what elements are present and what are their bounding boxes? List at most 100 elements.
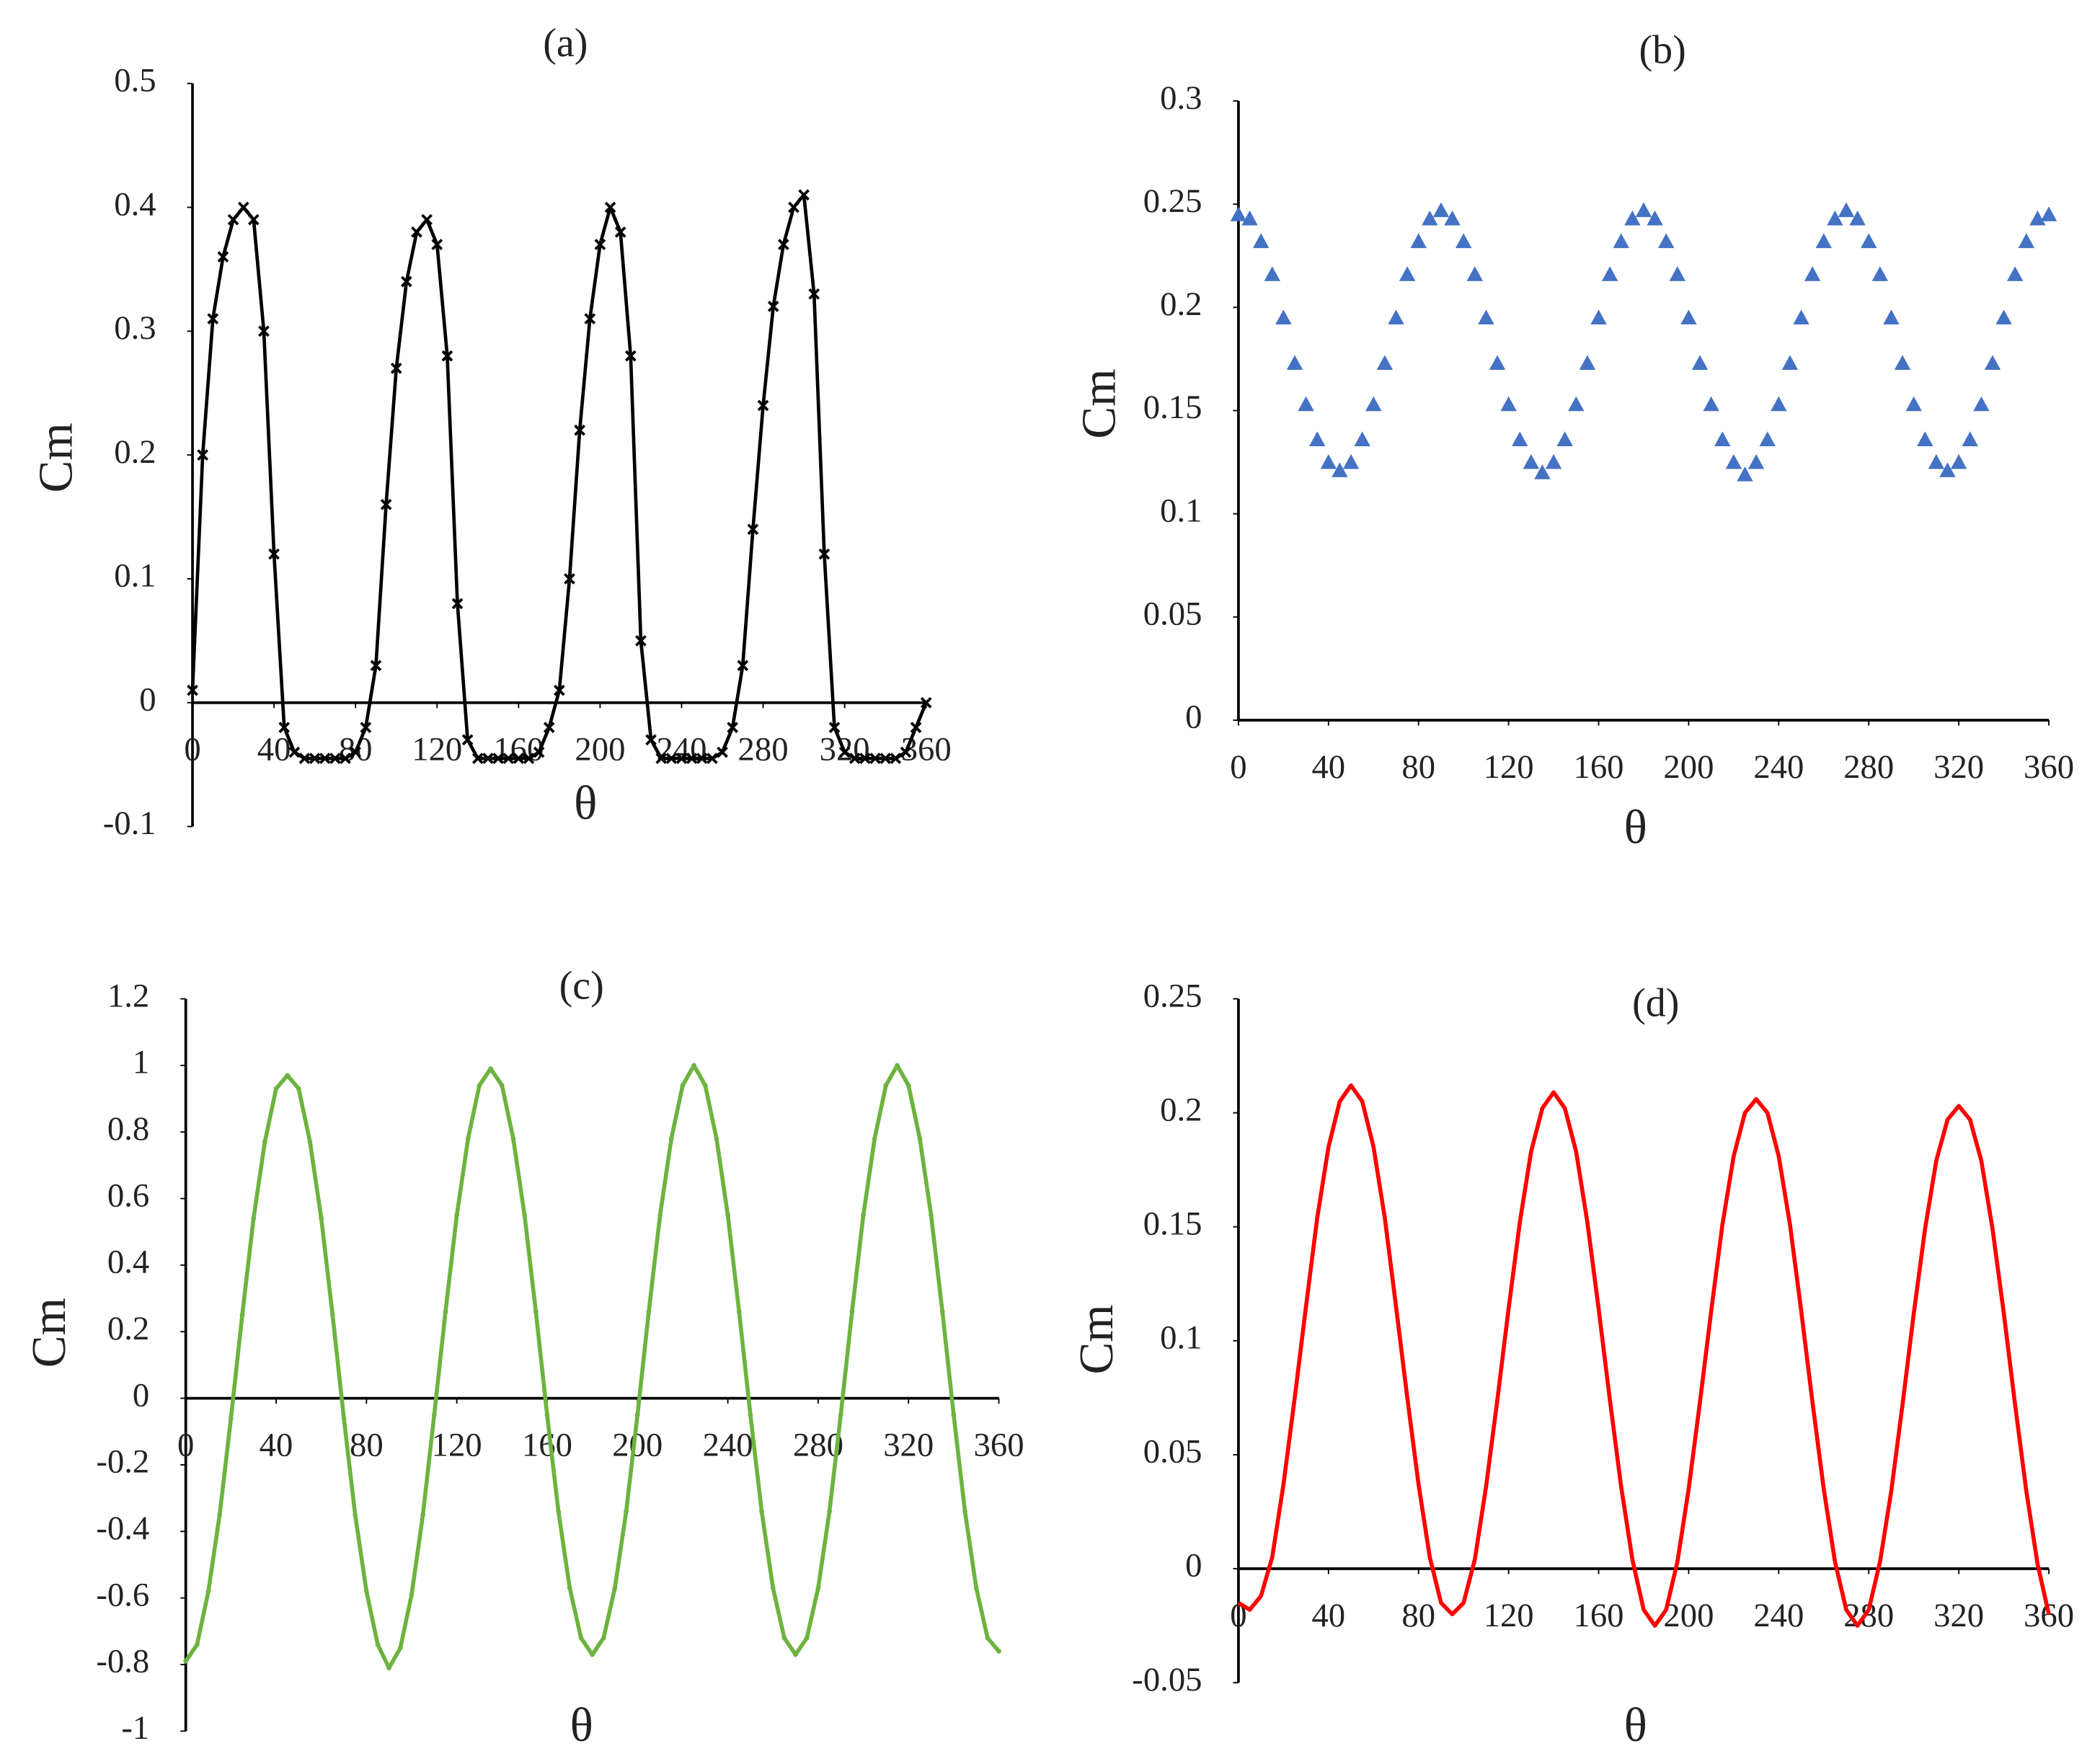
marker	[1894, 355, 1911, 371]
marker	[1815, 233, 1832, 249]
marker	[614, 226, 626, 238]
marker	[228, 1415, 234, 1421]
marker	[360, 722, 372, 733]
marker	[973, 1585, 979, 1591]
marker	[510, 1136, 516, 1141]
y-tick-label: 0.3	[1160, 79, 1202, 117]
marker	[247, 213, 260, 226]
marker	[736, 1309, 742, 1314]
marker	[370, 660, 382, 672]
chart-title: (c)	[559, 963, 604, 1008]
y-tick-label: 1	[133, 1044, 149, 1081]
marker	[1230, 206, 1247, 221]
marker	[1680, 309, 1697, 325]
marker	[205, 1589, 211, 1594]
marker	[1714, 431, 1731, 446]
y-tick-label: 0.4	[107, 1244, 149, 1281]
x-tick-label: 40	[1311, 748, 1345, 786]
data-line	[1237, 1083, 2051, 1628]
marker	[307, 1139, 313, 1145]
marker	[818, 548, 830, 560]
marker	[1568, 396, 1585, 412]
y-tick-label: 0.05	[1143, 595, 1202, 633]
y-tick-label: 0.1	[114, 557, 156, 595]
marker	[1478, 309, 1494, 325]
marker	[939, 1309, 945, 1314]
x-tick-label: 240	[703, 1426, 753, 1463]
marker	[239, 1312, 245, 1318]
marker	[748, 1412, 753, 1418]
marker	[1410, 233, 1427, 249]
marker	[717, 746, 728, 758]
marker	[645, 734, 657, 746]
marker	[1354, 431, 1370, 446]
y-tick-label: 0.1	[1160, 492, 1202, 529]
x-tick-label: 240	[1753, 748, 1804, 786]
marker	[454, 1213, 460, 1218]
marker	[390, 363, 402, 374]
marker	[492, 753, 504, 764]
marker	[431, 239, 443, 250]
y-tick-label: 0.1	[1160, 1319, 1202, 1357]
marker	[353, 1512, 358, 1517]
marker	[1444, 211, 1461, 226]
marker	[380, 499, 392, 510]
marker	[544, 1412, 550, 1418]
marker	[329, 753, 341, 764]
marker	[461, 734, 474, 746]
x-tick-label: 360	[2024, 1597, 2074, 1634]
marker	[665, 753, 678, 764]
marker	[564, 573, 575, 585]
x-tick-label: 360	[2024, 748, 2074, 786]
marker	[533, 746, 545, 758]
marker	[962, 1509, 967, 1514]
marker	[522, 1213, 527, 1218]
x-tick-label: 40	[1311, 1597, 1345, 1634]
x-tick-label: 360	[974, 1426, 1024, 1463]
x-tick-label: 0	[1230, 748, 1246, 786]
marker	[1871, 266, 1889, 281]
marker	[808, 288, 820, 300]
marker	[920, 696, 932, 709]
x-tick-label: 80	[1401, 1597, 1435, 1634]
x-axis-label: θ	[574, 776, 597, 830]
marker	[1500, 396, 1517, 412]
marker	[1365, 396, 1382, 412]
y-axis-label: Cm	[1072, 369, 1126, 439]
marker	[554, 684, 565, 696]
marker	[1432, 202, 1450, 218]
marker	[1489, 355, 1506, 371]
marker	[194, 1641, 200, 1647]
marker	[827, 1509, 832, 1514]
y-tick-label: -0.1	[103, 805, 156, 842]
marker	[883, 1083, 889, 1088]
marker	[781, 1635, 787, 1641]
y-tick-label: 0.15	[1143, 1205, 1202, 1242]
marker	[499, 1083, 505, 1088]
y-axis-label: Cm	[22, 1298, 76, 1368]
chart-title: (d)	[1632, 981, 1679, 1026]
marker	[594, 239, 606, 250]
marker	[574, 424, 585, 436]
marker	[278, 722, 291, 733]
marker	[567, 1585, 572, 1591]
marker	[482, 753, 494, 764]
marker	[237, 201, 249, 213]
marker	[2006, 266, 2024, 281]
marker	[262, 1139, 267, 1145]
marker	[612, 1585, 618, 1591]
chart-title: (b)	[1639, 28, 1685, 73]
marker	[1264, 266, 1280, 281]
marker	[273, 1086, 279, 1091]
marker	[668, 1136, 674, 1141]
marker	[197, 449, 209, 461]
marker	[635, 634, 647, 647]
y-tick-label: -0.4	[96, 1510, 149, 1547]
marker	[451, 598, 464, 610]
marker	[849, 753, 861, 764]
y-tick-label: 0.15	[1143, 389, 1202, 426]
x-tick-label: 280	[1843, 748, 1894, 786]
marker	[793, 1652, 798, 1657]
marker	[604, 201, 616, 213]
marker	[217, 1512, 223, 1517]
